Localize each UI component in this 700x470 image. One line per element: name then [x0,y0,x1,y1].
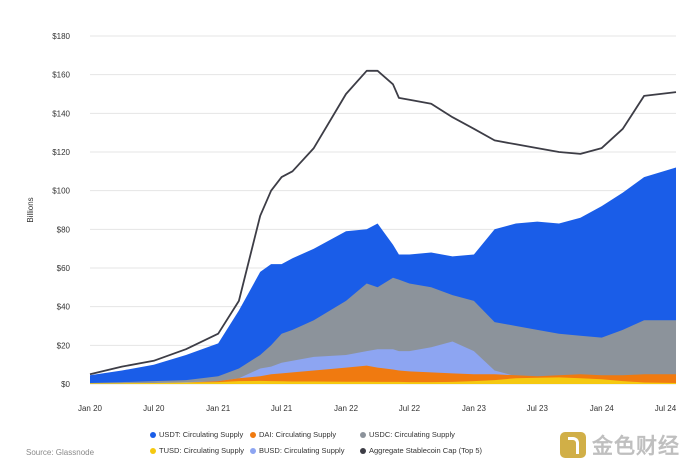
legend-label: USDC: Circulating Supply [369,430,455,439]
x-tick-label: Jan 22 [334,404,359,413]
y-tick-label: $100 [52,187,70,196]
y-tick-label: $160 [52,71,70,80]
y-tick-label: $0 [61,380,70,389]
x-tick-label: Jan 20 [78,404,103,413]
x-tick-label: Jan 21 [206,404,231,413]
y-tick-label: $140 [52,109,70,118]
legend-label: Aggregate Stablecoin Cap (Top 5) [369,446,482,455]
legend-item: DAI: Circulating Supply [250,430,360,439]
tusd-area [90,377,676,384]
legend-label: TUSD: Circulating Supply [159,446,245,455]
y-axis-label: Billions [26,197,35,222]
legend-swatch [360,447,366,454]
watermark-icon [560,432,586,458]
y-tick-label: $120 [52,148,70,157]
x-axis-ticks: Jan 20 Jul 20 Jan 21 Jul 21 Jan 22 Jul 22 Jan … [78,404,677,413]
legend-label: USDT: Circulating Supply [159,430,244,439]
y-tick-label: $40 [57,303,71,312]
x-tick-label: Jan 24 [590,404,615,413]
legend-label: DAI: Circulating Supply [259,430,337,439]
legend-label: BUSD: Circulating Supply [259,446,345,455]
x-tick-label: Jul 24 [655,404,677,413]
x-tick-label: Jul 22 [399,404,421,413]
source-note: Source: Glassnode [26,448,95,457]
watermark-logo: 金色财经 [560,430,680,460]
area-series [90,167,676,384]
legend-swatch [360,431,366,438]
y-tick-label: $80 [57,225,71,234]
y-tick-label: $20 [57,341,71,350]
x-tick-label: Jul 23 [527,404,549,413]
legend-swatch [150,447,156,454]
busd-area [90,341,676,384]
line-series [89,69,677,376]
legend-swatch [250,447,256,454]
legend-swatch [150,431,156,438]
legend-item: USDC: Circulating Supply [360,430,570,439]
chart-legend: USDT: Circulating Supply DAI: Circulating… [150,430,570,455]
x-tick-label: Jan 23 [462,404,487,413]
legend-swatch [250,431,256,438]
x-tick-label: Jul 21 [271,404,293,413]
legend-item: Aggregate Stablecoin Cap (Top 5) [360,446,570,455]
y-axis-ticks: $0 $20 $40 $60 $80 $100 $120 $140 $160 $180 [52,32,70,389]
y-tick-label: $180 [52,32,70,41]
legend-item: USDT: Circulating Supply [150,430,250,439]
usdc-area [90,277,676,384]
legend-item: BUSD: Circulating Supply [250,446,360,455]
watermark-text: 金色财经 [592,435,680,458]
aggregate-cap-line [89,69,677,376]
x-tick-label: Jul 20 [143,404,165,413]
y-tick-label: $60 [57,264,71,273]
legend-item: TUSD: Circulating Supply [150,446,250,455]
